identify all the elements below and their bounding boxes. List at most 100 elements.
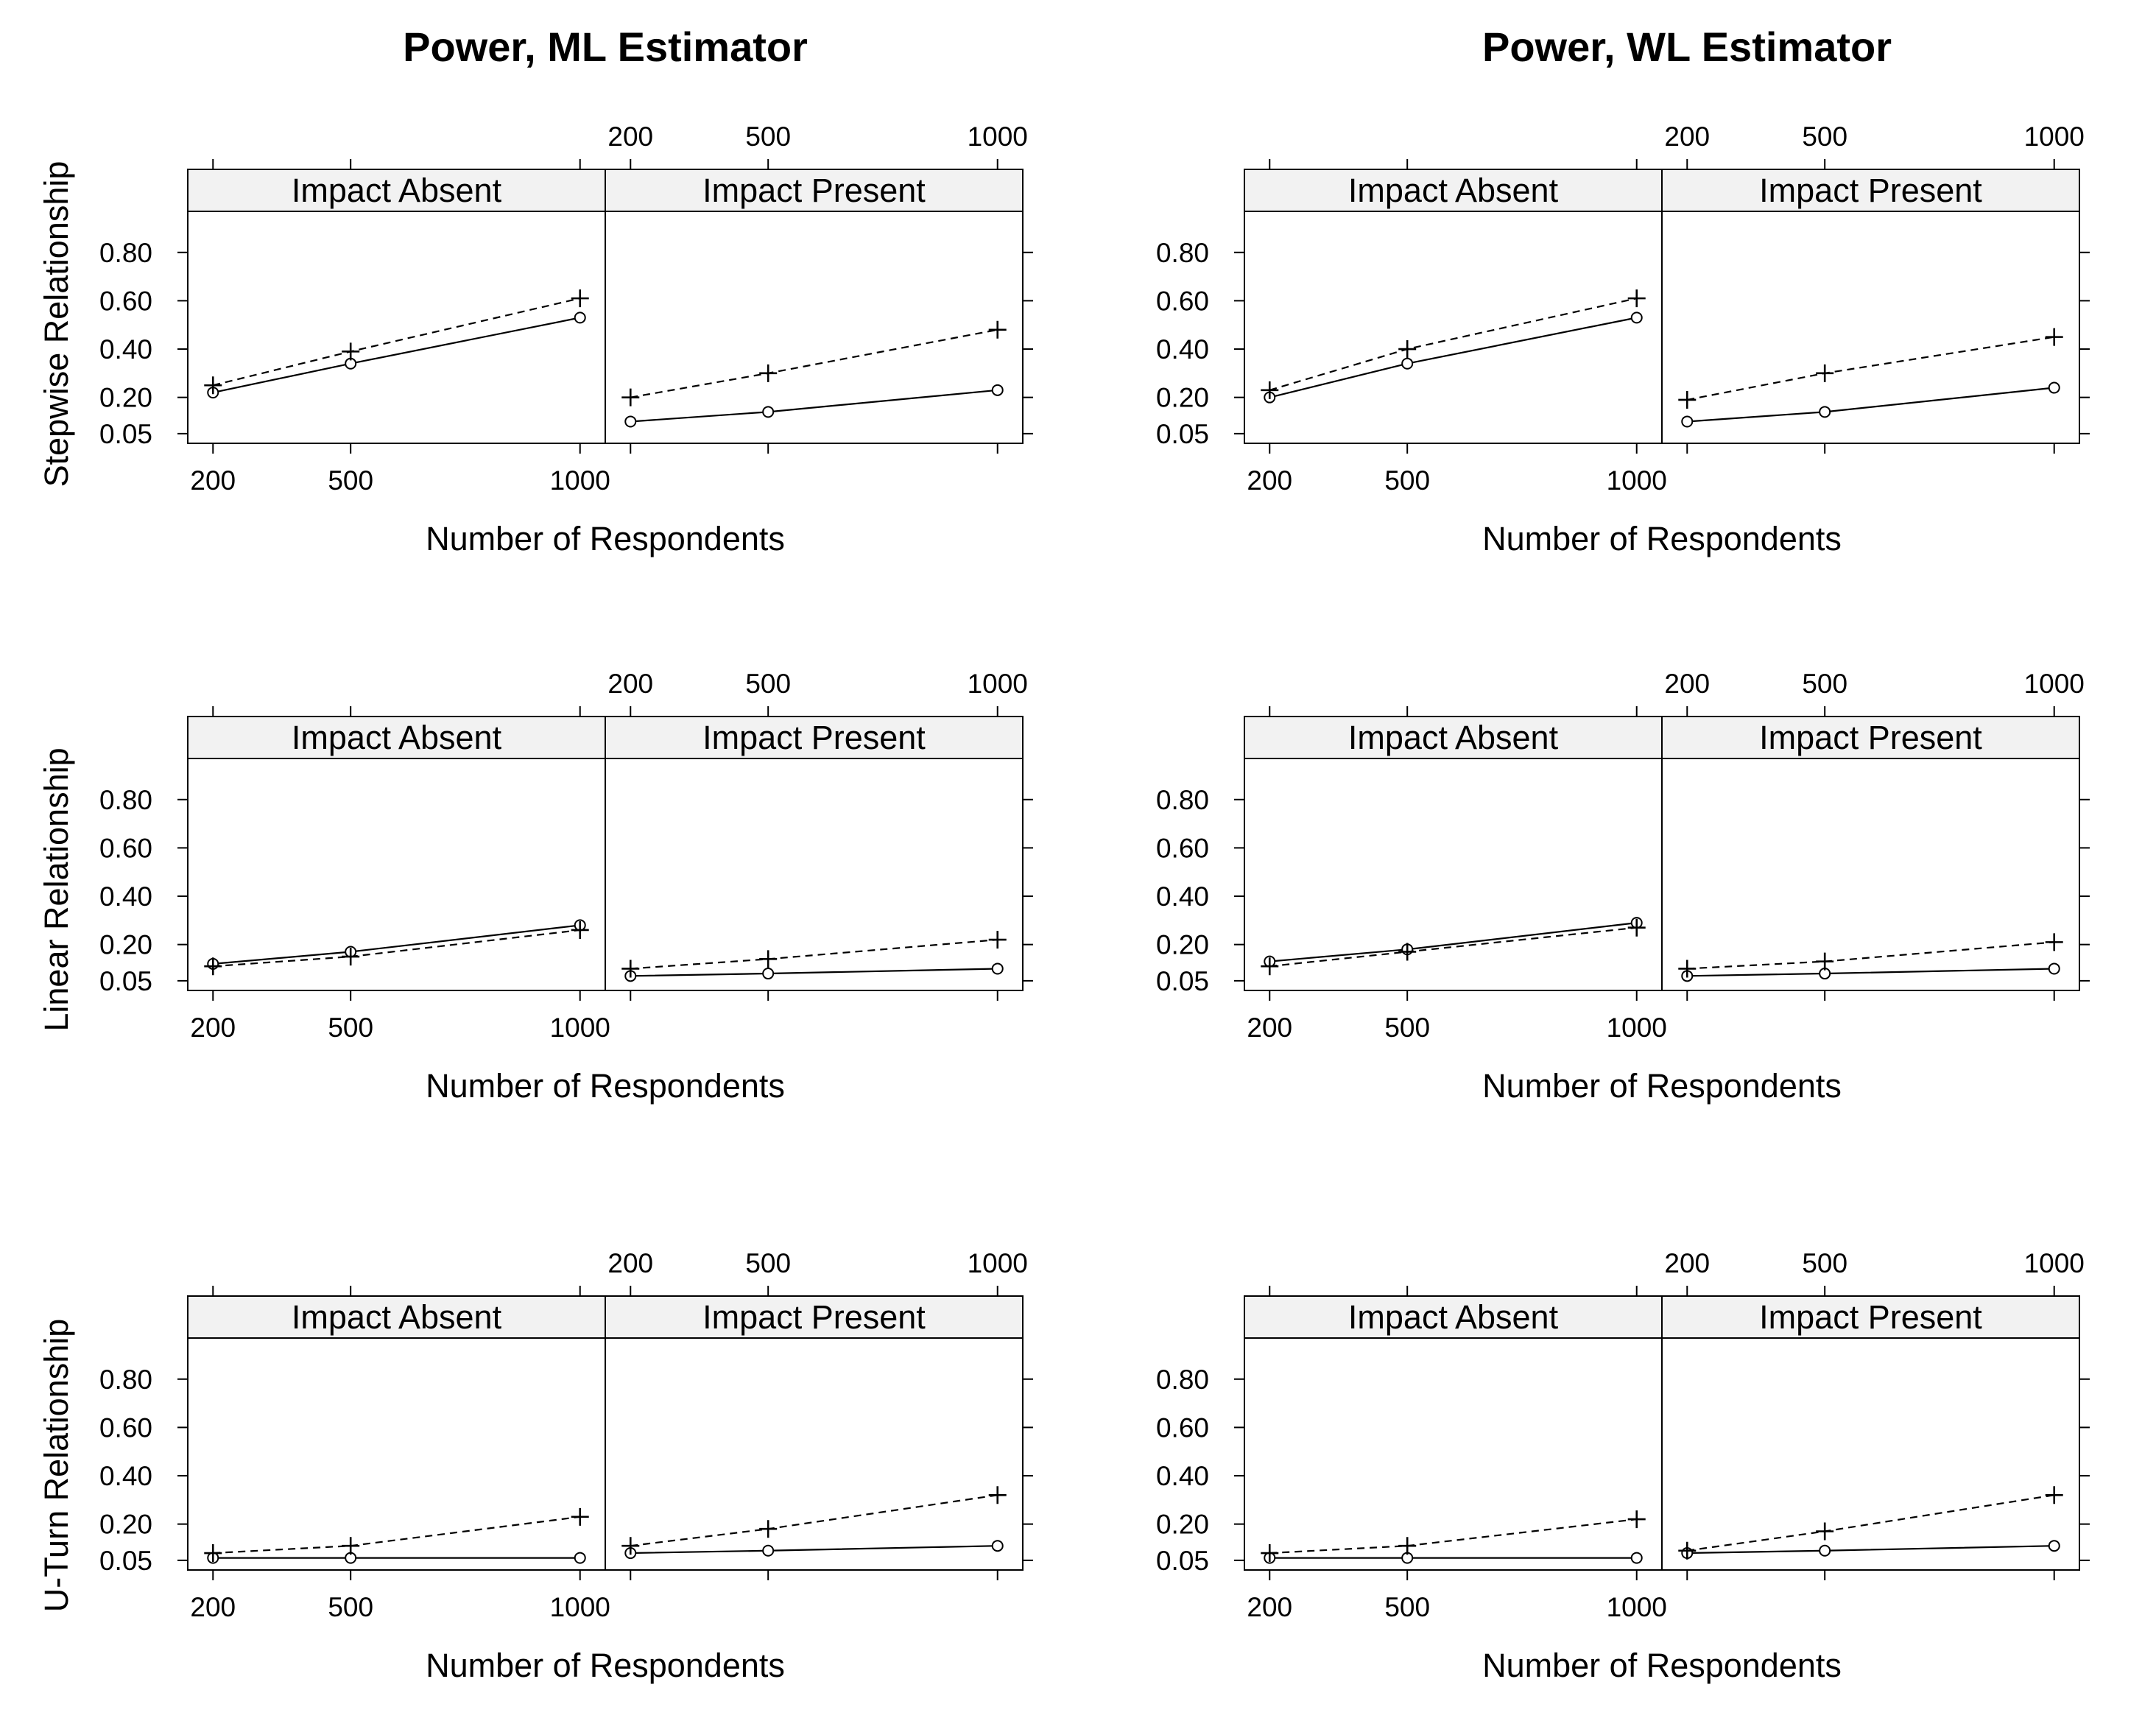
strip-label-absent: Impact Absent <box>292 1298 502 1336</box>
x-tick-label: 1000 <box>1607 1013 1667 1043</box>
x-tick-label-top: 200 <box>607 669 653 699</box>
panel-box-present <box>1661 758 2080 991</box>
plot-linear-wl: Impact Absent 200 500 1000 0.05 0.20 0.40 0.60 0… <box>1156 669 2090 1105</box>
point-plus <box>1816 1522 1834 1541</box>
point-plus <box>571 289 589 308</box>
x-tick-label-top: 500 <box>1802 669 1847 699</box>
x-tick-label-top: 200 <box>1664 1248 1710 1278</box>
y-tick-label: 0.20 <box>1156 383 1209 413</box>
strip-label-absent: Impact Absent <box>1348 1298 1559 1336</box>
y-tick-label: 0.20 <box>1156 930 1209 960</box>
y-tick-label: 0.20 <box>99 383 152 413</box>
strip-present <box>605 169 1024 212</box>
series-line-circle <box>1687 968 2054 977</box>
series-line-plus <box>1687 336 2054 401</box>
point-circle <box>2048 1540 2060 1552</box>
panel-box-present <box>605 758 1024 991</box>
point-circle <box>1819 406 1831 418</box>
point-plus <box>1261 1544 1279 1563</box>
y-tick-label: 0.60 <box>99 286 152 316</box>
row-label-linear: Linear Relationship <box>38 747 75 1031</box>
strip-label-absent: Impact Absent <box>292 172 502 209</box>
point-plus <box>1627 289 1646 308</box>
point-circle <box>2048 962 2060 975</box>
series-line-circle <box>213 317 580 394</box>
x-tick-label-top: 1000 <box>2024 669 2085 699</box>
point-plus <box>204 376 222 395</box>
x-tick-label: 200 <box>190 1592 236 1622</box>
strip-present <box>1661 169 2080 212</box>
panel-box-absent <box>187 1337 606 1571</box>
strip-label-absent: Impact Absent <box>1348 719 1559 756</box>
y-tick-label: 0.20 <box>99 930 152 960</box>
y-tick-label: 0.40 <box>1156 1461 1209 1491</box>
series-line-circle <box>630 389 998 423</box>
point-plus <box>1816 952 1834 971</box>
y-tick-label: 0.40 <box>1156 334 1209 365</box>
point-circle <box>624 415 637 428</box>
strip-present <box>605 716 1024 759</box>
x-axis-label: Number of Respondents <box>1482 520 1842 557</box>
x-tick-label-top: 200 <box>1664 669 1710 699</box>
point-plus <box>1627 918 1646 937</box>
point-circle <box>762 1544 775 1557</box>
plot-stepwise-ml: Impact Absent 200 500 1000 0.05 0.20 0.40 0.60 0… <box>99 122 1033 557</box>
point-plus <box>621 1537 640 1555</box>
panel-box-present <box>605 1337 1024 1571</box>
series-line-plus <box>1687 1494 2054 1552</box>
point-circle <box>991 384 1004 396</box>
point-circle <box>1401 357 1414 370</box>
series-line-circle <box>1269 922 1637 962</box>
strip-label-absent: Impact Absent <box>1348 172 1559 209</box>
series-line-circle <box>630 968 998 977</box>
point-plus <box>759 950 778 968</box>
series-line-circle <box>1687 387 2054 423</box>
row-label-stepwise: Stepwise Relationship <box>38 161 75 487</box>
point-plus <box>1398 943 1417 961</box>
y-tick-label: 0.05 <box>1156 966 1209 996</box>
panel-box-absent <box>1244 211 1663 444</box>
y-tick-label: 0.40 <box>99 881 152 912</box>
point-plus <box>1627 1510 1646 1529</box>
series-line-circle <box>213 924 580 965</box>
panel-box-absent <box>1244 1337 1663 1571</box>
y-tick-label: 0.05 <box>1156 1546 1209 1576</box>
point-plus <box>342 1537 360 1555</box>
point-plus <box>2045 328 2063 346</box>
strip-label-present: Impact Present <box>702 172 926 209</box>
x-tick-label-top: 1000 <box>968 1248 1028 1278</box>
x-tick-label: 500 <box>1384 465 1430 496</box>
point-plus <box>204 1544 222 1563</box>
row-label-uturn: U-Turn Relationship <box>38 1319 75 1613</box>
x-tick-label: 200 <box>1247 465 1292 496</box>
plot-stepwise-wl: Impact Absent 200 500 1000 0.05 0.20 0.40 0.60 0… <box>1156 122 2090 557</box>
point-plus <box>342 342 360 361</box>
x-tick-label: 1000 <box>1607 1592 1667 1622</box>
point-plus <box>1261 957 1279 976</box>
point-circle <box>574 1552 586 1564</box>
x-tick-label-top: 1000 <box>2024 1248 2085 1278</box>
column-title-ml: Power, ML Estimator <box>403 24 808 70</box>
point-circle <box>762 968 775 980</box>
point-plus <box>988 320 1007 339</box>
point-plus <box>759 1520 778 1538</box>
point-plus <box>1398 1537 1417 1555</box>
y-tick-label: 0.40 <box>99 334 152 365</box>
y-tick-label: 0.80 <box>1156 1365 1209 1395</box>
point-plus <box>342 948 360 966</box>
series-line-plus <box>213 929 580 968</box>
point-circle <box>1681 415 1694 428</box>
series-line-plus <box>213 298 580 387</box>
x-tick-label: 1000 <box>550 1592 610 1622</box>
series-line-plus <box>1687 941 2054 970</box>
x-tick-label-top: 500 <box>1802 1248 1847 1278</box>
point-plus <box>2045 1486 2063 1504</box>
series-line-plus <box>630 938 998 970</box>
y-tick-label: 0.80 <box>99 238 152 268</box>
strip-label-present: Impact Present <box>702 1298 926 1336</box>
strip-present <box>605 1295 1024 1339</box>
point-plus <box>988 1486 1007 1504</box>
point-plus <box>1678 1541 1697 1560</box>
y-tick-label: 0.05 <box>99 966 152 996</box>
